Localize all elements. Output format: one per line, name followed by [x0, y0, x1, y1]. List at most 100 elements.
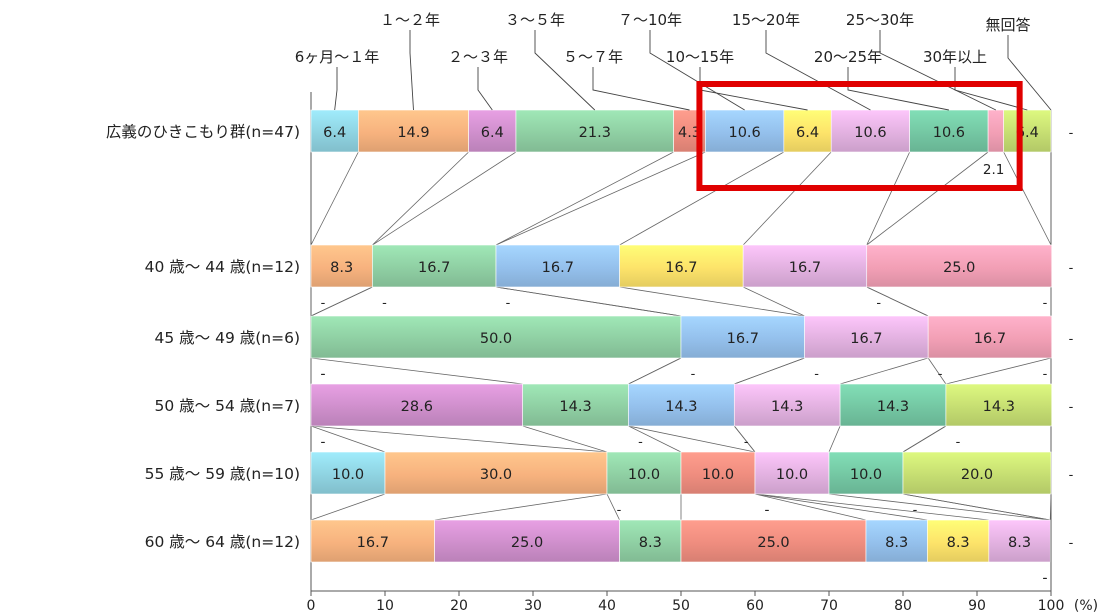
connector-line: [496, 152, 674, 245]
legend-leader-line: [410, 30, 413, 110]
data-label: 8.3: [330, 260, 353, 276]
legend-leader-line: [593, 67, 690, 110]
x-tick-label: 80: [894, 598, 912, 612]
data-label: 14.3: [559, 399, 591, 415]
connector-line: [496, 287, 681, 316]
x-tick-label: 90: [968, 598, 986, 612]
data-label: 6.4: [481, 125, 504, 141]
legend-leader-line: [848, 67, 949, 110]
data-label: 14.3: [877, 399, 909, 415]
legend-leader-line: [700, 67, 808, 110]
zero-dash: -: [1043, 296, 1048, 311]
data-label: 10.6: [854, 125, 886, 141]
legend-label: ２〜３年: [448, 48, 508, 66]
legend-label: ７〜10年: [618, 11, 682, 29]
zero-dash: -: [321, 296, 326, 311]
zero-dash: -: [956, 435, 961, 450]
connector-line: [829, 494, 1050, 520]
legend-label: 10〜15年: [666, 48, 734, 66]
zero-dash: -: [1043, 571, 1048, 586]
legend-leader-line: [1008, 35, 1051, 110]
zero-dash: -: [1069, 400, 1074, 415]
connector-line: [755, 494, 927, 520]
connector-line: [734, 358, 804, 384]
connector-line: [946, 358, 1051, 384]
x-tick-label: 70: [820, 598, 838, 612]
legend-leader-line: [766, 30, 870, 110]
zero-dash: -: [814, 367, 819, 382]
zero-dash: -: [321, 367, 326, 382]
x-unit-label: (%): [1074, 598, 1098, 612]
data-label: 14.3: [771, 399, 803, 415]
connector-line: [829, 426, 840, 452]
connector-line: [1004, 152, 1051, 245]
connector-line: [311, 358, 523, 384]
zero-dash: -: [638, 435, 643, 450]
legend-label: １〜２年: [380, 11, 440, 29]
data-label: 16.7: [850, 331, 882, 347]
connector-line: [867, 152, 910, 245]
connector-line: [755, 494, 989, 520]
row-label: 広義のひきこもり群(n=47): [106, 123, 300, 141]
connector-line: [628, 426, 755, 452]
data-label: 16.7: [418, 260, 450, 276]
connector-line: [496, 152, 705, 245]
zero-dash: -: [1043, 367, 1048, 382]
connector-line: [840, 358, 928, 384]
row-label: 60 歳〜 64 歳(n=12): [145, 533, 300, 551]
zero-dash: -: [1069, 536, 1074, 551]
data-label: 14.3: [983, 399, 1015, 415]
x-tick-label: 0: [307, 598, 316, 612]
zero-dash: -: [1069, 261, 1074, 276]
data-label: 25.0: [943, 260, 975, 276]
connector-line: [372, 152, 468, 245]
legend-label: 25〜30年: [846, 11, 914, 29]
connector-line: [743, 152, 831, 245]
connector-line: [743, 287, 804, 316]
legend-leader-line: [535, 30, 595, 110]
connector-line: [311, 494, 385, 520]
x-tick-label: 10: [376, 598, 394, 612]
zero-dash: -: [938, 367, 943, 382]
zero-dash: -: [876, 296, 881, 311]
data-label: 16.7: [727, 331, 759, 347]
connector-line: [372, 152, 516, 245]
legend-label: 無回答: [985, 16, 1030, 34]
data-label: 2.1: [983, 162, 1004, 178]
zero-dash: -: [321, 435, 326, 450]
zero-dash: -: [913, 503, 918, 518]
legend-label: 6ヶ月〜１年: [295, 48, 380, 66]
legend-leader-line: [880, 30, 996, 110]
row-label: 55 歳〜 59 歳(n=10): [145, 465, 300, 483]
connector-line: [903, 426, 946, 452]
row-label: 45 歳〜 49 歳(n=6): [155, 329, 301, 347]
legend-label: 20〜25年: [814, 48, 882, 66]
bar-segment: [988, 110, 1004, 152]
data-label: 10.6: [933, 125, 965, 141]
connector-line: [903, 494, 1050, 520]
zero-dash: -: [691, 367, 696, 382]
data-label: 20.0: [961, 467, 993, 483]
data-label: 16.7: [665, 260, 697, 276]
zero-dash: -: [382, 296, 387, 311]
legend-label: 15〜20年: [732, 11, 800, 29]
data-label: 16.7: [357, 535, 389, 551]
data-label: 16.7: [542, 260, 574, 276]
x-tick-label: 40: [598, 598, 616, 612]
connector-line: [620, 287, 805, 316]
x-tick-label: 50: [672, 598, 690, 612]
data-label: 50.0: [480, 331, 512, 347]
zero-dash: -: [506, 296, 511, 311]
connector-line: [755, 494, 866, 520]
data-label: 10.0: [628, 467, 660, 483]
legend-leader-line: [955, 67, 1027, 110]
data-label: 21.3: [579, 125, 611, 141]
data-label: 14.3: [665, 399, 697, 415]
data-label: 6.4: [796, 125, 819, 141]
x-tick-label: 60: [746, 598, 764, 612]
data-label: 6.4: [323, 125, 346, 141]
data-label: 30.0: [480, 467, 512, 483]
data-label: 25.0: [511, 535, 543, 551]
connector-line: [628, 358, 681, 384]
connector-line: [435, 494, 607, 520]
